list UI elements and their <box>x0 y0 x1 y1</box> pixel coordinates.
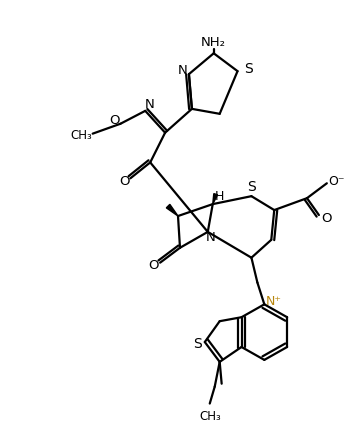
Text: H: H <box>215 190 224 203</box>
Text: O: O <box>322 212 332 225</box>
Text: S: S <box>193 337 202 351</box>
Text: NH₂: NH₂ <box>201 36 226 49</box>
Text: CH₃: CH₃ <box>70 129 92 142</box>
Text: O⁻: O⁻ <box>328 175 345 188</box>
Text: S: S <box>244 62 253 76</box>
Text: N: N <box>206 231 216 244</box>
Text: O: O <box>148 259 159 272</box>
Text: CH₃: CH₃ <box>199 410 221 423</box>
Text: N: N <box>144 98 154 111</box>
Text: O: O <box>109 114 120 127</box>
Polygon shape <box>213 194 218 204</box>
Text: N⁺: N⁺ <box>266 295 282 308</box>
Text: S: S <box>247 180 256 194</box>
Text: N: N <box>178 64 188 76</box>
Text: O: O <box>119 175 130 188</box>
Polygon shape <box>166 205 178 216</box>
